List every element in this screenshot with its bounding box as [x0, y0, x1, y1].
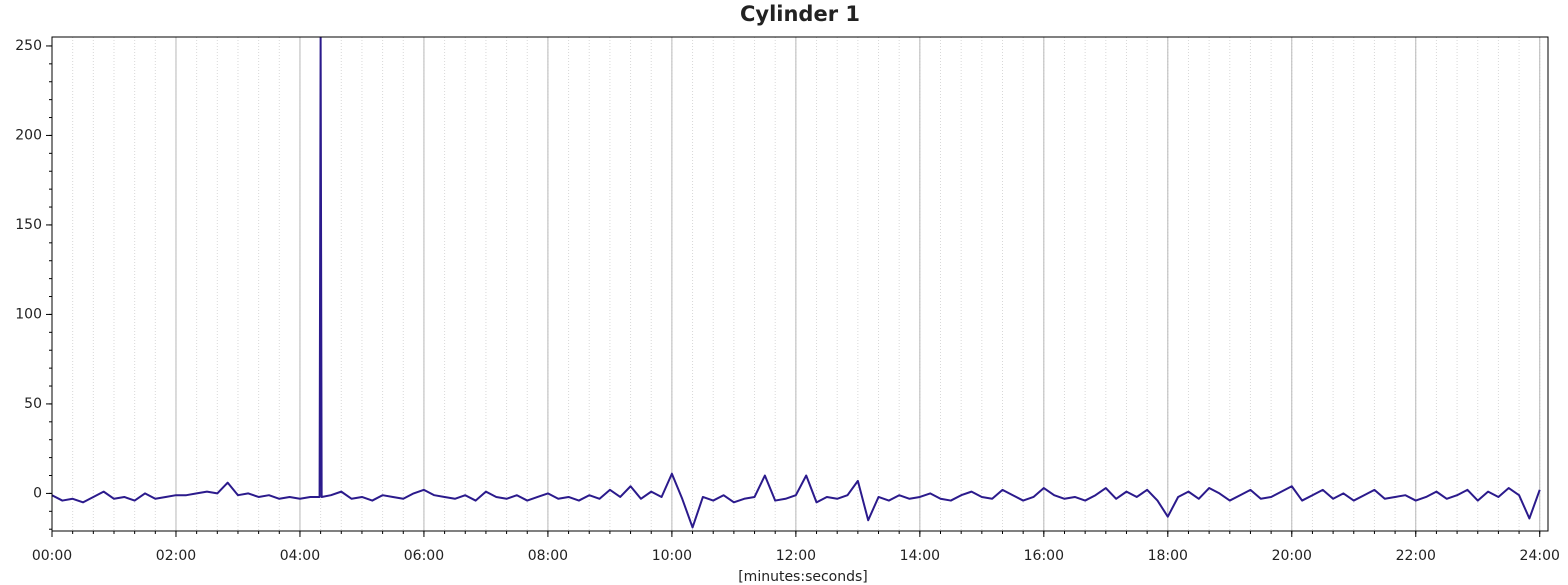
plot-frame [51, 36, 1549, 532]
x-tick-label: 08:00 [528, 548, 568, 564]
y-tick-label: 0 [33, 485, 42, 501]
y-tick-label: 200 [15, 127, 42, 143]
grid [46, 37, 1541, 537]
y-tick-label: 100 [15, 306, 42, 322]
y-tick-label: 50 [24, 396, 42, 412]
plot-area [52, 37, 1541, 529]
x-tick-label: 10:00 [652, 548, 692, 564]
x-tick-label: 12:00 [776, 548, 816, 564]
data-line [52, 37, 1541, 529]
x-tick-label: 00:00 [32, 548, 72, 564]
x-tick-label: 22:00 [1396, 548, 1436, 564]
x-tick-label: 16:00 [1024, 548, 1064, 564]
x-tick-label: 14:00 [900, 548, 940, 564]
chart-title: Cylinder 1 [740, 2, 860, 26]
x-axis-label: [minutes:seconds] [738, 569, 868, 585]
x-tick-label: 02:00 [156, 548, 196, 564]
x-tick-label: 24:00 [1520, 548, 1560, 564]
y-tick-label: 150 [15, 217, 42, 233]
x-tick-label: 20:00 [1272, 548, 1312, 564]
x-tick-label: 06:00 [404, 548, 444, 564]
x-tick-label: 04:00 [280, 548, 320, 564]
y-tick-label: 250 [15, 38, 42, 54]
x-tick-label: 18:00 [1148, 548, 1188, 564]
